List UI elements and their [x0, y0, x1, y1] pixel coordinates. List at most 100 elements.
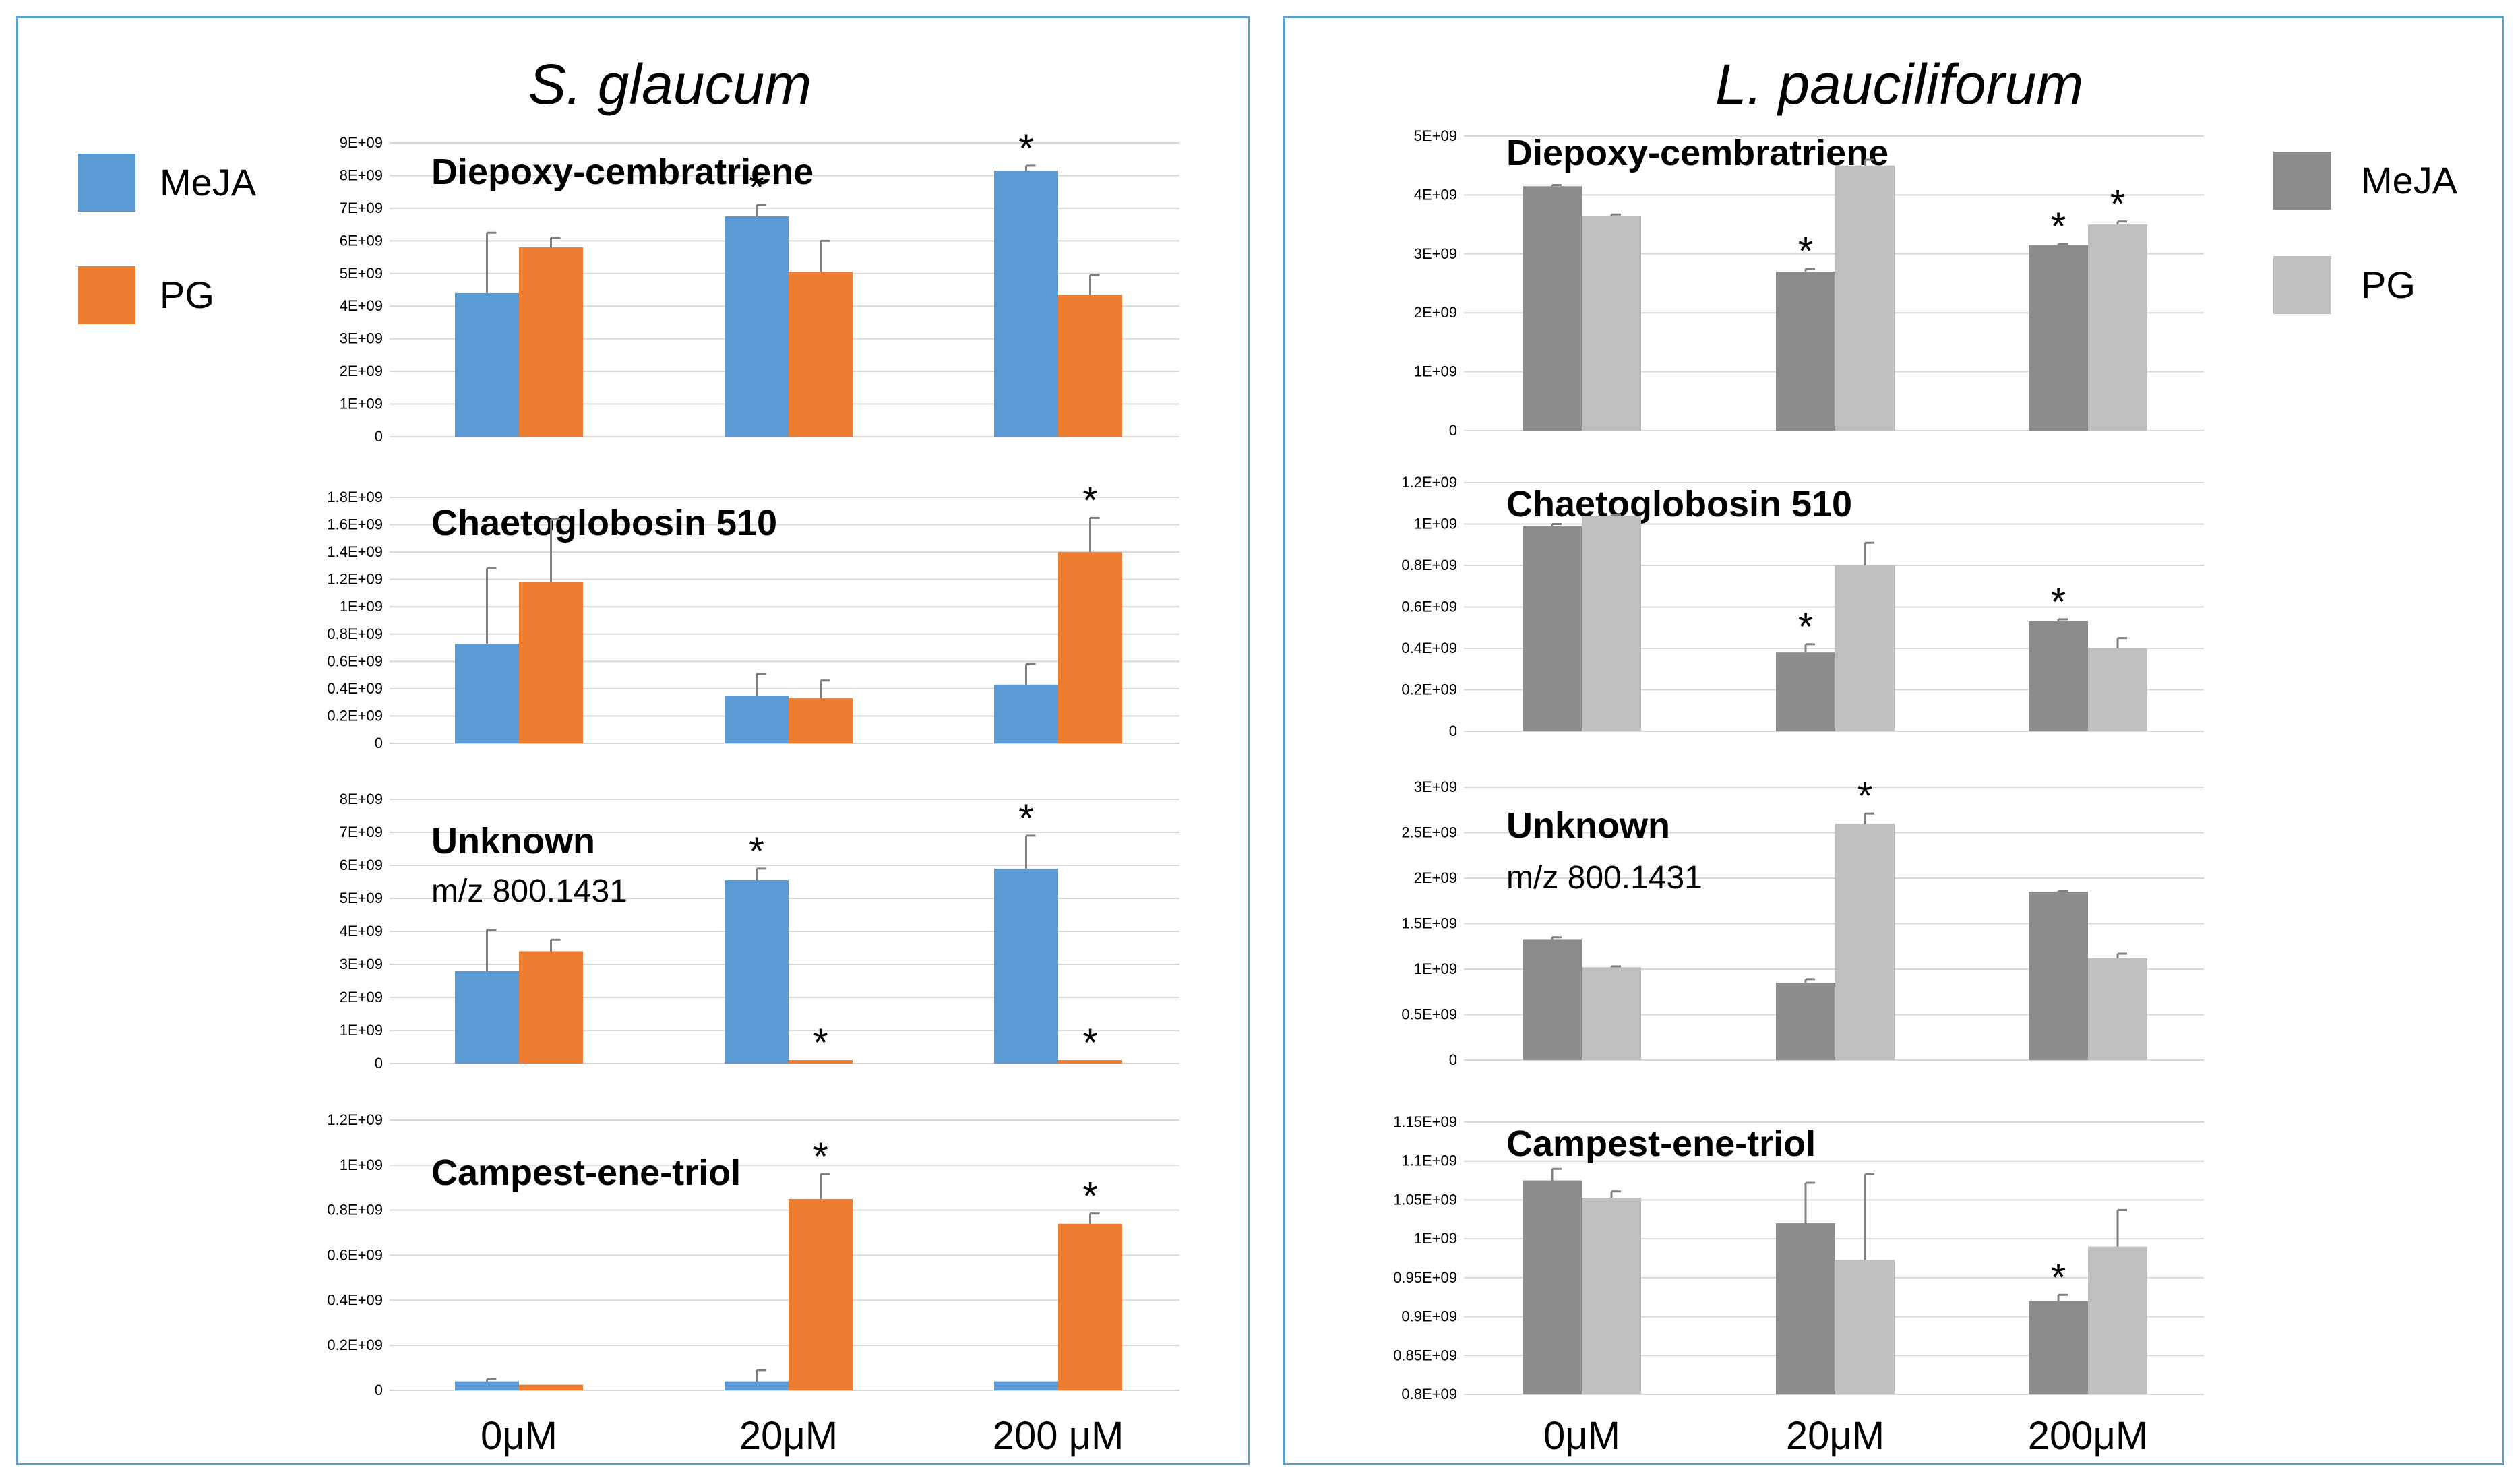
y-tick-label: 0.95E+09 [1393, 1269, 1457, 1286]
y-tick-label: 1.05E+09 [1393, 1191, 1457, 1208]
bar-meja [1523, 526, 1582, 731]
y-tick-label: 8E+09 [340, 166, 383, 183]
bar-pg [1582, 1197, 1641, 1394]
category-label: 200μM [2028, 1414, 2149, 1458]
chart-title: Diepoxy-cembratriene [1506, 133, 1888, 173]
category-label: 20μM [1786, 1414, 1884, 1458]
bar-pg [2088, 224, 2147, 431]
y-tick-label: 5E+09 [340, 890, 383, 906]
panel-title: L. pauciliforum [1715, 53, 2084, 116]
y-tick-label: 3E+09 [1414, 778, 1457, 795]
y-tick-label: 1E+09 [340, 396, 383, 412]
bar-meja [455, 971, 519, 1064]
y-tick-label: 0.8E+09 [327, 625, 383, 642]
significance-star: * [2110, 183, 2126, 226]
bar-pg [1058, 552, 1122, 743]
y-tick-label: 0.9E+09 [1401, 1308, 1457, 1325]
significance-star: * [813, 1135, 828, 1179]
bar-pg [789, 272, 853, 437]
y-tick-label: 1.6E+09 [327, 516, 383, 533]
y-tick-label: 1.2E+09 [327, 1111, 383, 1128]
chart-title: Unknown [431, 821, 595, 861]
bar-meja [725, 216, 789, 437]
y-tick-label: 1E+09 [1414, 1230, 1457, 1247]
chart-title: Unknown [1506, 805, 1670, 846]
y-tick-label: 6E+09 [340, 232, 383, 249]
y-tick-label: 1.1E+09 [1401, 1152, 1457, 1169]
y-tick-label: 1E+09 [340, 598, 383, 615]
bar-meja [455, 1381, 519, 1390]
y-tick-label: 0.6E+09 [327, 1247, 383, 1264]
significance-star: * [1018, 127, 1034, 171]
category-label: 0μM [1543, 1414, 1620, 1458]
y-tick-label: 3E+09 [340, 330, 383, 347]
chart-title: Campest-ene-triol [1506, 1123, 1816, 1164]
y-tick-label: 0 [1449, 422, 1457, 439]
bar-pg [1582, 967, 1641, 1060]
significance-star: * [1082, 479, 1098, 522]
bar-pg [519, 582, 583, 743]
y-tick-label: 0.4E+09 [327, 1291, 383, 1308]
y-tick-label: 7E+09 [340, 199, 383, 216]
bar-pg [1582, 215, 1641, 431]
y-tick-label: 1.8E+09 [327, 489, 383, 505]
y-tick-label: 0.2E+09 [327, 707, 383, 724]
y-tick-label: 0 [1449, 1051, 1457, 1068]
significance-star: * [1857, 774, 1873, 818]
y-tick-label: 1.4E+09 [327, 543, 383, 560]
bar-meja [2029, 892, 2088, 1060]
y-tick-label: 1E+09 [1414, 363, 1457, 380]
significance-star: * [749, 166, 764, 210]
bar-pg [2088, 648, 2147, 731]
legend-swatch [2273, 152, 2331, 210]
chart-title: Chaetoglobosin 510 [431, 503, 777, 543]
significance-star: * [749, 830, 764, 873]
y-tick-label: 1E+09 [340, 1022, 383, 1039]
bar-pg [1058, 1060, 1122, 1064]
bar-meja [2029, 1301, 2088, 1394]
y-tick-label: 0.8E+09 [1401, 1386, 1457, 1403]
bar-pg [1835, 165, 1895, 431]
significance-star: * [1082, 1021, 1098, 1065]
bar-meja [994, 1381, 1058, 1390]
bar-pg [1835, 565, 1895, 731]
bar-meja [725, 880, 789, 1064]
bar-pg [789, 698, 853, 743]
y-tick-label: 2E+09 [1414, 869, 1457, 886]
y-tick-label: 0.2E+09 [327, 1336, 383, 1353]
significance-star: * [813, 1021, 828, 1065]
category-label: 20μM [739, 1414, 838, 1458]
bar-meja [455, 643, 519, 743]
significance-star: * [2051, 1256, 2066, 1299]
bar-pg [1835, 1260, 1895, 1394]
y-tick-label: 8E+09 [340, 791, 383, 807]
legend-label: PG [160, 274, 214, 316]
legend-swatch [2273, 256, 2331, 314]
y-tick-label: 0.85E+09 [1393, 1347, 1457, 1363]
bar-pg [1058, 295, 1122, 437]
bar-meja [455, 292, 519, 437]
bar-meja [725, 1381, 789, 1390]
legend-label: MeJA [2361, 159, 2458, 202]
y-tick-label: 0.6E+09 [327, 652, 383, 669]
y-tick-label: 1E+09 [1414, 960, 1457, 977]
y-tick-label: 4E+09 [340, 923, 383, 940]
bar-pg [789, 1060, 853, 1064]
y-tick-label: 0.4E+09 [1401, 640, 1457, 656]
bar-meja [2029, 245, 2088, 431]
y-tick-label: 7E+09 [340, 824, 383, 840]
y-tick-label: 0.5E+09 [1401, 1006, 1457, 1023]
y-tick-label: 0 [375, 1055, 383, 1072]
bar-meja [725, 696, 789, 743]
category-label: 0μM [481, 1414, 557, 1458]
y-tick-label: 0.4E+09 [327, 680, 383, 697]
legend-swatch [78, 154, 135, 212]
chart-title: Campest-ene-triol [431, 1152, 741, 1193]
y-tick-label: 4E+09 [1414, 186, 1457, 203]
y-tick-label: 1.5E+09 [1401, 915, 1457, 932]
y-tick-label: 1.15E+09 [1393, 1113, 1457, 1130]
y-tick-label: 9E+09 [340, 134, 383, 151]
y-tick-label: 0.8E+09 [327, 1202, 383, 1219]
bar-pg [519, 247, 583, 437]
bar-meja [1776, 1223, 1835, 1394]
